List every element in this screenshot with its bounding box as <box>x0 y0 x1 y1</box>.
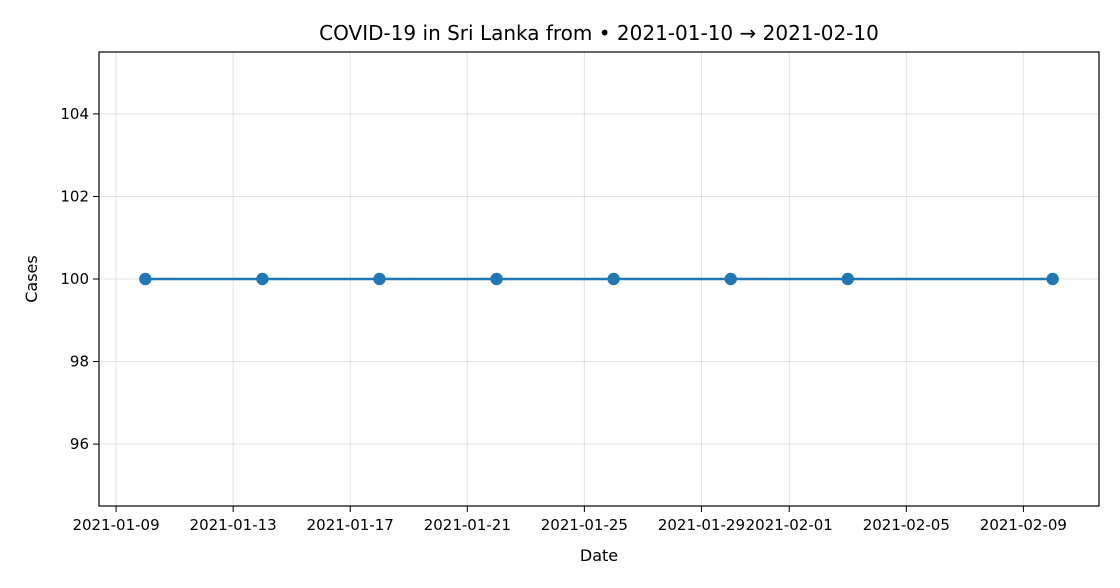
x-tick-label: 2021-01-25 <box>541 516 628 534</box>
x-axis: 2021-01-09 2021-01-13 2021-01-17 2021-01-21… <box>72 506 1067 534</box>
x-tick-label: 2021-01-21 <box>424 516 511 534</box>
y-tick-label: 102 <box>60 187 89 205</box>
x-tick-label: 2021-02-05 <box>863 516 950 534</box>
data-point <box>490 272 503 286</box>
y-tick-label: 100 <box>60 270 89 288</box>
data-point <box>139 272 152 286</box>
y-axis-label: Cases <box>22 255 41 303</box>
x-tick-label: 2021-01-17 <box>307 516 394 534</box>
data-point <box>607 272 620 286</box>
y-tick-label: 104 <box>60 105 89 123</box>
x-tick-label: 2021-01-29 <box>658 516 745 534</box>
y-tick-label: 98 <box>70 353 89 371</box>
data-point <box>1046 272 1059 286</box>
data-point <box>373 272 386 286</box>
y-tick-label: 96 <box>70 435 89 453</box>
data-point <box>256 272 269 286</box>
y-axis: 96 98 100 102 104 <box>60 105 99 453</box>
x-tick-label: 2021-01-09 <box>72 516 159 534</box>
x-tick-label: 2021-02-01 <box>746 516 833 534</box>
data-point <box>841 272 854 286</box>
data-point <box>724 272 737 286</box>
x-tick-label: 2021-01-13 <box>190 516 277 534</box>
chart-title: COVID-19 in Sri Lanka from • 2021-01-10 … <box>319 21 879 45</box>
series-layer <box>139 272 1059 286</box>
x-axis-label: Date <box>580 546 618 565</box>
x-tick-label: 2021-02-09 <box>980 516 1067 534</box>
